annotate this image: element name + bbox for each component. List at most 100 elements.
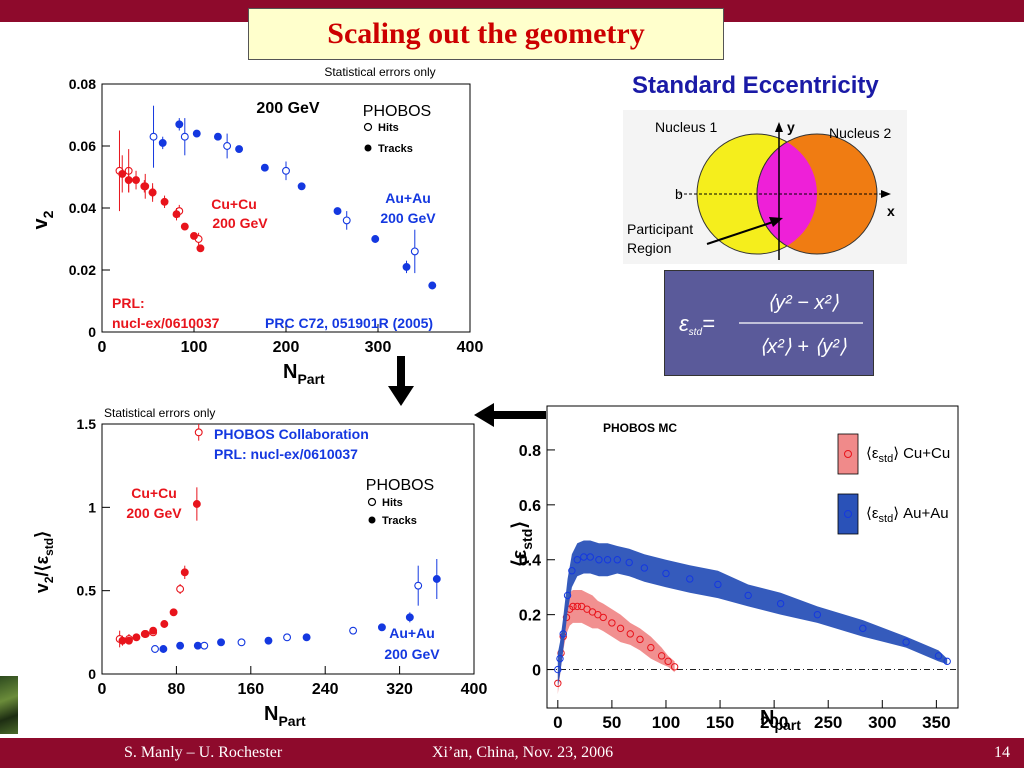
data-point <box>432 575 441 583</box>
y-axis-letter: y <box>787 119 795 135</box>
data-point <box>714 580 722 589</box>
data-point <box>371 235 380 243</box>
data-point <box>149 626 158 635</box>
data-point <box>625 558 633 567</box>
legend-tracks-label: Tracks <box>378 143 413 155</box>
auau-label-1: Au+Au <box>385 190 431 206</box>
data-point <box>595 556 603 564</box>
data-point <box>175 120 184 129</box>
data-point <box>640 564 649 572</box>
data-point <box>569 602 577 611</box>
y-tick-label: 0.4 <box>519 553 541 570</box>
data-point <box>586 553 594 561</box>
nucleus-2-label: Nucleus 2 <box>829 125 891 141</box>
x-axis-label: Npart <box>760 707 801 733</box>
data-point <box>626 630 634 638</box>
data-point <box>172 210 181 219</box>
x-tick-label: 100 <box>652 713 680 732</box>
slide-title: Scaling out the geometry <box>327 17 645 50</box>
y-axis-label: ⟨εstd⟩ <box>509 521 535 567</box>
band-cucu <box>557 589 675 695</box>
eccentricity-mc-chart: 0 50 100 150 200 250 300 350 0 0.2 0.4 0.6 0.8 PHOBO… <box>509 405 959 733</box>
stat-errors-note-top: Statistical errors only <box>324 65 435 79</box>
data-point <box>151 645 159 653</box>
x-tick-label: 250 <box>814 713 842 732</box>
data-point <box>176 585 185 593</box>
data-point <box>776 599 785 608</box>
legend-tracks-label: Tracks <box>382 515 417 527</box>
data-point <box>217 638 225 647</box>
data-point <box>132 633 141 642</box>
data-point <box>193 641 202 650</box>
collaboration-label-2: PRL: nucl-ex/0610037 <box>214 446 358 462</box>
legend-hits-label: Hits <box>378 122 399 134</box>
cucu-label-2: 200 GeV <box>126 505 182 521</box>
x-tick-label: 150 <box>706 713 734 732</box>
participant-label-1: Participant <box>627 221 693 237</box>
data-point <box>556 654 564 663</box>
x-tick-label: 200 <box>760 713 788 732</box>
data-point <box>260 163 269 172</box>
data-point <box>662 569 670 578</box>
data-point <box>859 624 867 633</box>
x-tick-label: 0 <box>98 681 107 698</box>
data-point <box>664 657 672 666</box>
x-tick-label: 400 <box>457 339 484 356</box>
data-point <box>554 665 562 674</box>
mc-label: PHOBOS MC <box>603 421 677 435</box>
participant-label-2: Region <box>627 240 671 256</box>
data-bands <box>554 540 951 695</box>
x-tick-label: 160 <box>237 681 264 698</box>
data-point <box>902 638 910 646</box>
footer-author: S. Manly – U. Rochester <box>124 744 283 761</box>
data-point <box>223 142 232 150</box>
data-point <box>160 620 169 628</box>
phobos-label: PHOBOS <box>363 103 431 120</box>
data-point <box>686 575 694 583</box>
x-tick-label: 240 <box>312 681 339 698</box>
x-tick-label: 0 <box>98 339 107 356</box>
data-point <box>414 581 423 590</box>
ref-prc: PRC C72, 051901R (2005) <box>265 315 433 331</box>
data-point <box>190 231 198 240</box>
y-tick-label: 0 <box>88 324 96 340</box>
y-tick-label: 0.02 <box>69 262 96 278</box>
x-tick-label: 50 <box>602 713 621 732</box>
data-point <box>148 188 157 197</box>
stat-errors-note-bottom: Statistical errors only <box>104 406 215 420</box>
x-tick-label: 320 <box>386 681 413 698</box>
x-axis-letter: x <box>887 203 895 219</box>
band-auau <box>557 540 948 687</box>
legend: Hits Tracks <box>363 122 413 155</box>
data-point <box>264 636 273 645</box>
participant-pointer-head <box>769 217 783 227</box>
data-point <box>428 281 437 290</box>
data-point <box>140 182 149 191</box>
x-tick-label: 400 <box>461 681 488 698</box>
plot-frame <box>101 423 475 675</box>
x-tick-label: 350 <box>922 713 950 732</box>
data-point <box>118 169 127 178</box>
data-point <box>943 657 951 666</box>
axes: 0 50 100 150 200 250 300 350 0 0.2 0.4 0.6 0.8 <box>519 443 958 732</box>
data-point <box>132 176 140 185</box>
data-points <box>115 424 441 653</box>
auau-label-2: 200 GeV <box>384 646 440 662</box>
data-point <box>573 602 581 611</box>
ref-prl-2: nucl-ex/0610037 <box>112 315 220 331</box>
data-point <box>176 641 185 650</box>
x-axis-arrowhead <box>881 190 891 198</box>
x-tick-label: 100 <box>181 339 208 356</box>
cucu-label-1: Cu+Cu <box>211 196 257 212</box>
formula-svg: εstd= ⟨y² − x²⟩ ⟨x²⟩ + ⟨y²⟩ <box>679 292 863 358</box>
down-arrow-icon <box>388 356 414 406</box>
footer-venue: Xi’an, China, Nov. 23, 2006 <box>432 744 614 761</box>
y-axis-label: v2/⟨εstd⟩ <box>32 531 56 593</box>
data-point <box>559 630 567 638</box>
legend: Hits Tracks <box>367 497 417 527</box>
x-tick-label: 0 <box>553 713 562 732</box>
y-tick-label: 1.5 <box>77 416 97 432</box>
y-tick-label: 1 <box>88 499 96 515</box>
data-point <box>302 633 311 642</box>
data-point <box>180 132 189 141</box>
